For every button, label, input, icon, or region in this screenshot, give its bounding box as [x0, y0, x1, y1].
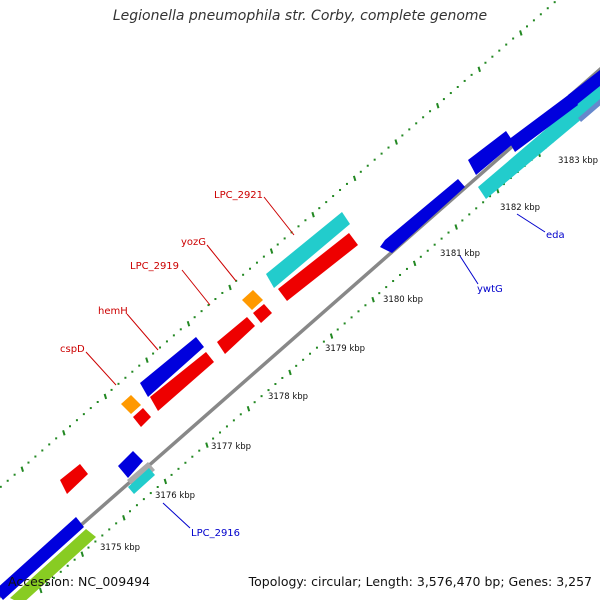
ruler-tick	[228, 284, 232, 291]
gene-label: hemH	[98, 306, 128, 317]
ruler-tick	[477, 66, 481, 73]
ruler-label: 3178 kbp	[268, 392, 308, 402]
ruler-tick	[269, 248, 274, 254]
ruler-tick	[311, 211, 315, 218]
ruler-tick	[329, 333, 334, 339]
gene-feature-blue	[568, 70, 600, 106]
gene-feature-red	[278, 233, 358, 301]
gene-feature-blue	[140, 337, 204, 397]
gene-feature-red	[60, 464, 88, 494]
gene-feature-yozg	[242, 290, 263, 310]
ruler-tick	[39, 587, 43, 594]
gene-feature-red	[253, 304, 272, 323]
gene-feature-gray	[127, 462, 155, 488]
ruler-label: 3180 kbp	[383, 295, 423, 305]
ruler-tick	[103, 393, 108, 400]
accession-text: Accession: NC_009494	[8, 574, 151, 589]
map-title: Legionella pneumophila str. Corby, compl…	[112, 8, 488, 24]
ruler-tick	[20, 466, 25, 472]
ruler-tick	[122, 515, 126, 521]
ruler-tick	[163, 478, 168, 485]
gene-feature-light-blue	[578, 99, 600, 122]
ruler-tick	[436, 102, 440, 109]
gene-label: eda	[546, 230, 565, 241]
gene-feature-red	[150, 352, 214, 411]
gene-feature-cspd	[121, 395, 141, 414]
ruler-tick	[454, 224, 458, 230]
ruler-tick	[205, 442, 209, 448]
genome-summary: Topology: circular; Length: 3,576,470 bp…	[248, 574, 592, 589]
ruler-tick	[145, 357, 149, 363]
ruler-tick	[288, 369, 292, 376]
ruler-tick	[519, 30, 523, 36]
gene-feature-lpc2916	[128, 468, 155, 494]
gene-feature-blue	[118, 451, 143, 478]
gene-feature-lpc2919	[217, 317, 255, 354]
ruler-tick	[186, 320, 191, 327]
gene-feature-green	[10, 529, 96, 600]
ruler-label: 3176 kbp	[155, 491, 195, 501]
ruler-tick	[394, 139, 398, 145]
gene-label: yozG	[181, 237, 206, 248]
ruler-label: 3177 kbp	[211, 442, 251, 452]
gene-feature-red	[133, 408, 151, 427]
gene-feature-blue	[508, 93, 578, 152]
ruler-label: 3181 kbp	[440, 249, 480, 259]
gene-label: LPC_2921	[214, 190, 263, 201]
ruler-label: 3182 kbp	[500, 203, 540, 213]
gene-label: LPC_2919	[130, 261, 179, 272]
ruler-label: 3183 kbp	[558, 156, 598, 166]
ruler-tick	[352, 175, 357, 182]
ruler-label: 3175 kbp	[100, 543, 140, 553]
gene-feature-eda	[478, 83, 600, 199]
gene-feature-blue	[468, 131, 514, 175]
genome-backbone	[0, 67, 600, 599]
ruler-tick	[371, 296, 375, 303]
ruler-tick	[80, 551, 85, 557]
gene-feature-blue	[0, 517, 84, 600]
gene-label: cspD	[60, 344, 85, 355]
ruler-tick	[62, 430, 66, 436]
ruler-label: 3179 kbp	[325, 344, 365, 354]
gene-feature-lpc2921	[266, 212, 350, 288]
ruler-tick	[246, 405, 251, 412]
gene-label: ywtG	[477, 284, 503, 295]
gene-feature-ywtg	[380, 179, 465, 253]
ruler-tick	[412, 260, 417, 267]
gene-label: LPC_2916	[191, 528, 240, 539]
